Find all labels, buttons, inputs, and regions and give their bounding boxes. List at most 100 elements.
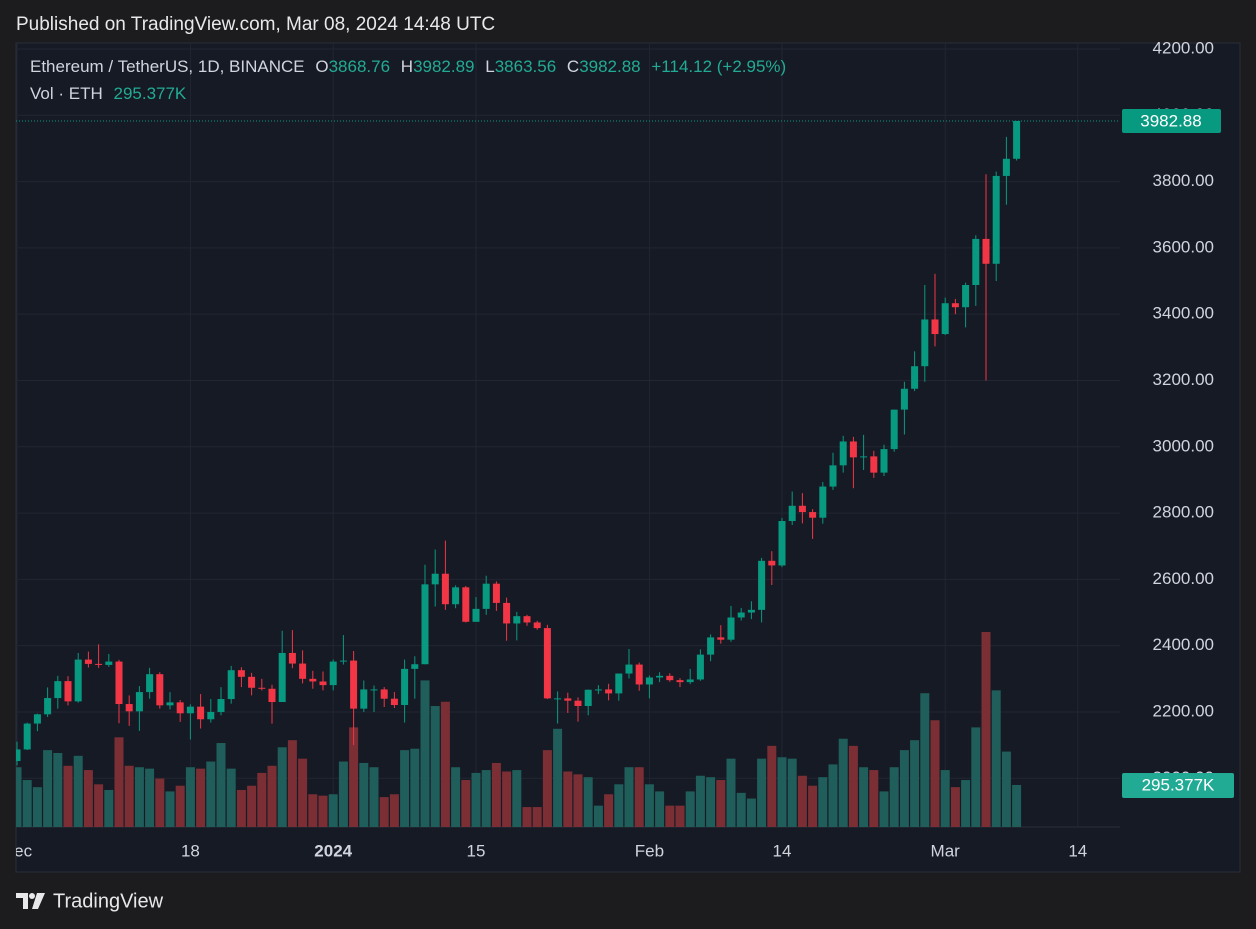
candle-body <box>747 609 755 613</box>
volume-bar <box>369 767 379 827</box>
candle-body <box>146 674 154 693</box>
candle-body <box>492 583 500 603</box>
open-label: O <box>315 57 328 76</box>
volume-bar <box>777 757 787 827</box>
volume-bar <box>338 761 348 827</box>
candle-body <box>829 465 837 487</box>
candle-body <box>574 700 582 707</box>
candle-body <box>33 714 41 724</box>
x-tick-label: 14 <box>1068 841 1087 860</box>
volume-bar <box>706 777 716 827</box>
volume-bar <box>859 767 869 827</box>
candle-body <box>594 689 602 691</box>
volume-bar <box>318 795 328 827</box>
volume-bar <box>145 768 155 827</box>
candle-body <box>421 584 429 665</box>
volume-bar <box>961 780 971 827</box>
price-axis: 2000.002200.002400.002600.002800.003000.… <box>1122 38 1234 798</box>
candle-body <box>778 521 786 566</box>
candle-body <box>64 681 72 702</box>
volume-bar <box>63 765 73 827</box>
brand-logo <box>16 893 45 909</box>
volume-bar <box>287 740 297 827</box>
candle-body <box>860 456 868 458</box>
y-tick-label: 3200.00 <box>1153 370 1214 389</box>
candle-body <box>248 676 256 688</box>
candle-body <box>227 670 235 700</box>
volume-bar <box>236 789 246 827</box>
candle-body <box>268 688 276 703</box>
volume-bar <box>838 738 848 827</box>
candle-body <box>605 689 613 694</box>
plot: Dec 18 2024 15 Feb 14 Mar 14 <box>16 43 1120 860</box>
published-note: Published on TradingView.com, Mar 08, 20… <box>16 14 495 35</box>
volume-bar <box>1001 751 1011 827</box>
candle-body <box>309 678 317 682</box>
candle-body <box>186 706 194 714</box>
candle-body <box>982 238 990 264</box>
last-price-box <box>1122 108 1221 133</box>
x-tick-label: 2024 <box>314 841 352 860</box>
volume-bar <box>155 778 165 827</box>
candle-body <box>554 698 562 700</box>
candle-body <box>452 587 460 605</box>
candle-body <box>696 654 704 680</box>
volume-bar <box>389 794 399 827</box>
candle-body <box>768 560 776 566</box>
candle-body <box>717 637 725 640</box>
volume-bar <box>196 768 206 827</box>
candle-body <box>411 664 419 669</box>
candle-body <box>686 679 694 683</box>
high-value: 3982.89 <box>413 57 474 76</box>
volume-bar <box>522 807 532 827</box>
candle-body <box>319 681 327 686</box>
volume-bar <box>532 807 542 827</box>
volume-bar <box>206 761 216 827</box>
candle-body <box>166 702 174 706</box>
volume-bar <box>665 805 675 827</box>
volume-bar <box>685 791 695 827</box>
volume-bar <box>53 752 63 827</box>
candle-body <box>16 749 21 762</box>
high-label: H <box>401 57 413 76</box>
volume-bar <box>542 750 552 827</box>
candle-body <box>472 608 480 622</box>
volume-bar <box>328 794 338 827</box>
candle-body <box>788 505 796 522</box>
candle-body <box>849 441 857 458</box>
volume-bar <box>675 805 685 827</box>
volume-bar <box>94 784 104 827</box>
volume-bar <box>410 748 420 827</box>
candle-body <box>972 238 980 285</box>
volume-bar <box>400 750 410 827</box>
brand: TradingView <box>53 890 164 912</box>
volume-value: 295.377K <box>113 84 186 103</box>
volume-bar <box>185 767 195 827</box>
candle-body <box>564 698 572 701</box>
volume-bar <box>614 784 624 827</box>
volume-bar <box>971 727 981 827</box>
symbol: Ethereum / TetherUS, 1D, BINANCE <box>30 57 305 76</box>
candle-body <box>370 689 378 691</box>
volume-bar <box>247 785 257 827</box>
volume-bar <box>695 775 705 827</box>
volume-bar <box>298 758 308 827</box>
candle-body <box>584 689 592 707</box>
candle-body <box>666 675 674 681</box>
x-tick-label: Feb <box>635 841 664 860</box>
volume-bar <box>899 750 909 827</box>
volume-bar <box>308 794 318 827</box>
candle-body <box>543 628 551 699</box>
candle-body <box>523 616 531 623</box>
candle-body <box>737 612 745 618</box>
candle-body <box>992 175 1000 264</box>
volume-bar <box>267 765 277 827</box>
volume-bar <box>502 771 512 827</box>
close-value: 3982.88 <box>579 57 640 76</box>
candle-body <box>44 698 52 715</box>
volume-bar <box>451 767 461 827</box>
volume-bar <box>573 774 583 827</box>
volume-bar <box>175 785 185 827</box>
volume-bar <box>420 680 430 827</box>
